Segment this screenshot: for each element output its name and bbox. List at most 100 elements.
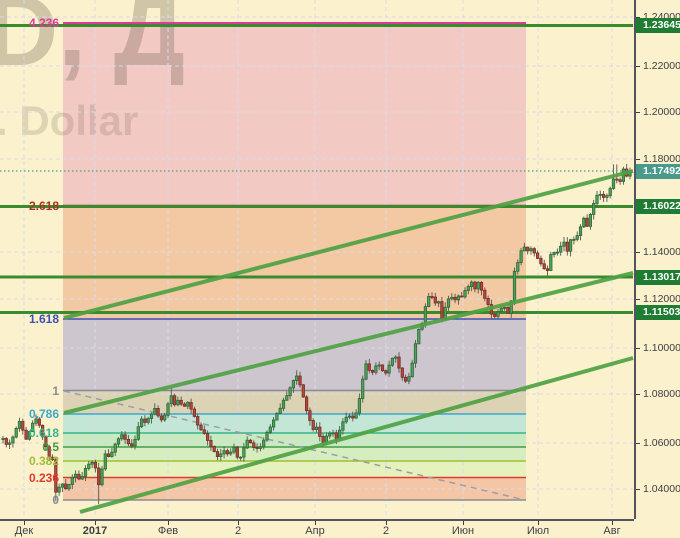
candle-body xyxy=(262,439,266,448)
candle-body xyxy=(159,415,163,421)
candle-body xyxy=(205,433,210,441)
chart-plot-area[interactable]: D, Д . Dollar 4.236 2.618 1.618 1 0.786 0.618… xyxy=(0,0,634,519)
candle-body xyxy=(110,451,114,457)
candle-body xyxy=(189,402,193,410)
time-label-2017: 2017 xyxy=(82,525,108,537)
candle-body xyxy=(235,446,239,458)
candle-body xyxy=(80,475,84,480)
candle-body xyxy=(136,426,140,440)
candle-body xyxy=(575,235,579,240)
candle-body xyxy=(542,263,546,270)
candle-body xyxy=(176,399,180,406)
candle-body xyxy=(34,418,38,424)
candle-body xyxy=(64,483,68,490)
candle-body xyxy=(199,424,203,431)
candle-body xyxy=(615,178,619,181)
candle-body xyxy=(139,418,144,428)
candle-body xyxy=(446,298,451,308)
candle-body xyxy=(559,245,563,253)
candle-body xyxy=(67,484,71,490)
candle-body xyxy=(54,459,58,493)
candle-body xyxy=(255,447,259,449)
trend-line-2[interactable] xyxy=(63,271,634,415)
candle-body xyxy=(539,257,543,265)
time-label-Июн: Июн xyxy=(451,525,475,537)
fib-anchor-trendline[interactable] xyxy=(63,390,526,501)
candle-body xyxy=(44,436,48,448)
candle-body xyxy=(595,194,599,204)
candle-body xyxy=(536,252,540,259)
candle-body xyxy=(172,395,177,406)
fib-band-1-0.786 xyxy=(63,390,526,414)
candle-body xyxy=(423,306,428,324)
time-label-2: 2 xyxy=(234,525,242,537)
candle-body xyxy=(605,195,609,198)
candle-body xyxy=(248,439,253,444)
price-tick-mark xyxy=(636,443,640,444)
candle-body xyxy=(196,416,200,426)
candle-body xyxy=(374,365,378,373)
candle-body xyxy=(585,217,589,227)
candle-body xyxy=(417,328,421,345)
candle-body xyxy=(397,356,401,369)
candle-body xyxy=(410,362,414,378)
candle-body xyxy=(529,248,533,252)
candle-body xyxy=(578,226,583,236)
candle-body xyxy=(331,432,335,435)
candle-body xyxy=(582,217,586,228)
candle-body xyxy=(380,364,385,372)
candle-body xyxy=(469,281,474,287)
candle-body xyxy=(275,412,279,421)
candle-body xyxy=(611,178,616,189)
candle-body xyxy=(572,238,576,241)
time-label-Июл: Июл xyxy=(526,525,550,537)
candle-body xyxy=(351,415,355,419)
candle-body xyxy=(1,438,5,440)
candle-body xyxy=(11,436,15,444)
time-tick-mark xyxy=(95,521,96,525)
candle-body xyxy=(483,289,487,299)
candle-body xyxy=(569,239,573,252)
candle-body xyxy=(215,451,220,457)
candle-body xyxy=(334,432,338,440)
candle-body xyxy=(298,375,302,386)
candle-body xyxy=(123,434,127,440)
trend-line-3[interactable] xyxy=(79,356,634,514)
candle-body xyxy=(506,307,510,314)
candle-body xyxy=(100,468,104,486)
candle-body xyxy=(602,193,606,198)
candle-body xyxy=(50,456,55,461)
candle-body xyxy=(400,367,404,378)
candle-body xyxy=(120,434,124,440)
candle-body xyxy=(301,384,305,398)
candle-body xyxy=(387,364,391,374)
time-tick-mark xyxy=(463,521,464,525)
candle-body xyxy=(186,402,190,407)
candle-body xyxy=(17,421,22,429)
candle-body xyxy=(265,431,269,441)
candle-body xyxy=(466,286,470,291)
fib-band-4.236-2.618 xyxy=(63,23,526,206)
candle-body xyxy=(225,450,229,455)
candle-body xyxy=(133,438,137,447)
candle-body xyxy=(479,281,484,291)
candle-body xyxy=(60,483,65,488)
candle-body xyxy=(549,254,553,271)
candle-body xyxy=(565,241,569,252)
candle-body xyxy=(443,306,447,319)
price-axis[interactable]: 1.240001.220001.200001.180001.160001.140… xyxy=(634,0,680,519)
candle-body xyxy=(436,301,441,304)
candle-body xyxy=(496,311,500,317)
time-axis[interactable]: Дек 2017 Фев 2 Апр 2 Июн Июл Авг xyxy=(0,519,634,538)
candle-body xyxy=(143,418,147,423)
candle-body xyxy=(522,246,527,252)
candle-body xyxy=(341,421,345,431)
candle-body xyxy=(493,313,497,317)
candle-body xyxy=(545,268,550,271)
candle-body xyxy=(229,451,233,455)
candle-body xyxy=(93,461,97,469)
trend-line-1[interactable] xyxy=(63,169,634,320)
candle-body xyxy=(440,301,444,319)
time-tick-mark xyxy=(168,521,169,525)
candle-body xyxy=(357,398,362,414)
